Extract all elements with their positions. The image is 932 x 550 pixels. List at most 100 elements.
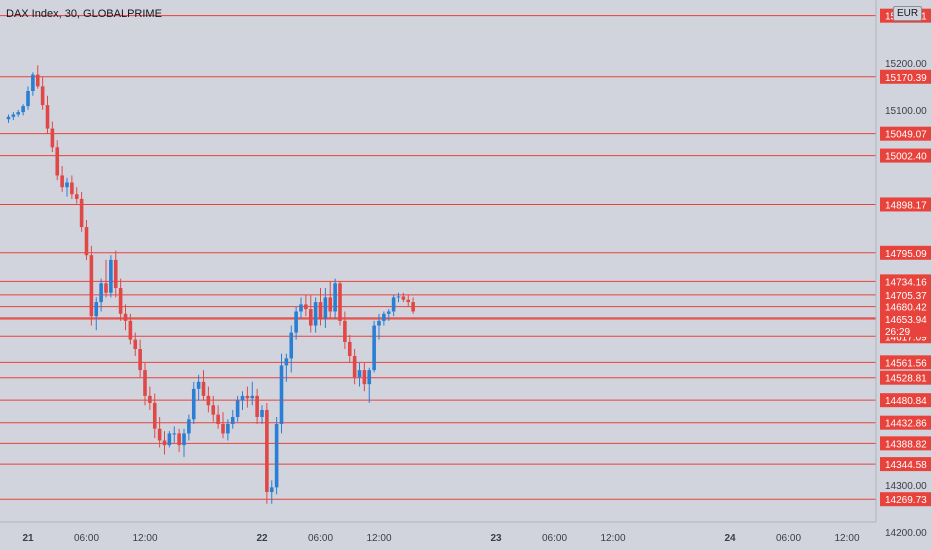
candle-body xyxy=(89,255,94,317)
candle-body xyxy=(45,105,50,129)
time-axis[interactable]: 21 06:00 12:00 22 06:00 12:00 23 06:00 12:00 24 06… xyxy=(0,0,877,544)
time-tick-label: 12:00 xyxy=(132,533,157,544)
candle-body xyxy=(396,296,401,298)
candle-body xyxy=(226,424,230,434)
candle-body xyxy=(182,433,186,446)
candle-body xyxy=(240,395,245,401)
time-tick-label: 12:00 xyxy=(366,533,391,544)
level-label-bg xyxy=(880,355,931,370)
level-label-bg xyxy=(880,312,931,327)
countdown-label: 26:29 xyxy=(885,327,910,338)
candle-body xyxy=(196,381,201,389)
chart-title: DAX Index, 30, GLOBALPRIME xyxy=(6,8,162,20)
candle-body xyxy=(401,296,406,300)
level-label-bg xyxy=(880,69,931,84)
candle-body xyxy=(172,433,177,435)
candle-body xyxy=(11,114,16,117)
level-label: 14734.16 xyxy=(885,277,927,288)
candle-body xyxy=(21,106,25,113)
candle-series xyxy=(6,65,415,504)
candle-body xyxy=(323,297,328,319)
candle-body xyxy=(206,395,211,406)
candle-body xyxy=(357,370,362,378)
candle-body xyxy=(318,302,323,319)
candle-body xyxy=(313,302,318,326)
candle-body xyxy=(35,74,40,87)
level-label: 14705.37 xyxy=(885,291,927,302)
candle-body xyxy=(138,348,142,371)
candle-body xyxy=(338,283,342,321)
level-label: 14480.84 xyxy=(885,396,927,407)
level-label: 14898.17 xyxy=(885,200,927,211)
candle-body xyxy=(235,400,240,417)
candle-body xyxy=(386,311,391,314)
price-axis[interactable]: 15300.0015200.0015100.0014300.0014200.00… xyxy=(880,8,931,539)
candle-body xyxy=(31,74,35,92)
level-label: 14269.73 xyxy=(885,495,927,506)
level-label: 14795.09 xyxy=(885,249,927,260)
candle-body xyxy=(191,388,196,420)
candle-body xyxy=(304,304,308,310)
candle-body xyxy=(6,116,11,120)
candle-body xyxy=(230,416,235,425)
candle-body xyxy=(118,288,123,314)
candle-body xyxy=(133,339,138,349)
time-tick-label: 12:00 xyxy=(600,533,625,544)
time-tick-label: 12:00 xyxy=(834,533,859,544)
level-label-bg xyxy=(880,148,931,163)
level-label-bg xyxy=(880,245,931,260)
candle-body xyxy=(162,440,167,446)
level-label: 14680.42 xyxy=(885,303,927,314)
level-label: 14653.94 xyxy=(885,315,927,326)
currency-selector[interactable]: EUR xyxy=(893,6,923,21)
candle-body xyxy=(55,147,60,176)
time-tick-label: 06:00 xyxy=(308,533,333,544)
candle-body xyxy=(221,424,225,434)
candle-body xyxy=(352,356,357,378)
level-label-bg xyxy=(880,492,931,507)
candle-body xyxy=(99,283,103,303)
level-label-bg xyxy=(880,393,931,408)
time-tick-label: 22 xyxy=(256,533,268,544)
candle-body xyxy=(94,302,99,317)
candle-body xyxy=(123,313,128,321)
candle-body xyxy=(284,358,289,366)
time-tick-label: 23 xyxy=(490,533,502,544)
candle-body xyxy=(113,259,118,289)
candle-body xyxy=(308,309,313,326)
candle-body xyxy=(255,395,259,417)
candle-body xyxy=(274,424,279,488)
level-label-bg xyxy=(880,457,931,472)
level-label: 14432.86 xyxy=(885,419,927,430)
level-label: 14388.82 xyxy=(885,439,927,450)
level-label-bg xyxy=(880,370,931,385)
candle-body xyxy=(260,409,264,417)
price-tick-label: 14300.00 xyxy=(885,481,927,492)
candle-body xyxy=(109,259,113,293)
candle-body xyxy=(40,86,45,106)
countdown-bg xyxy=(880,324,931,337)
candle-body xyxy=(65,182,69,188)
candle-body xyxy=(157,428,162,441)
horizontal-levels xyxy=(0,15,876,500)
candle-body xyxy=(128,320,133,340)
candle-body xyxy=(152,402,157,429)
price-tick-label: 15100.00 xyxy=(885,106,927,117)
candle-body xyxy=(299,304,303,312)
candle-body xyxy=(104,283,108,293)
candle-body xyxy=(411,302,415,312)
candle-body xyxy=(26,91,30,107)
candle-body xyxy=(177,433,181,446)
level-label-bg xyxy=(880,299,931,314)
level-label: 15170.39 xyxy=(885,73,927,84)
candle-body xyxy=(362,370,367,385)
candle-body xyxy=(333,283,337,312)
candle-body xyxy=(245,395,250,399)
candle-body xyxy=(211,405,216,415)
candle-body xyxy=(377,320,381,326)
candle-body xyxy=(382,313,386,321)
candle-body xyxy=(343,320,347,342)
level-label-bg xyxy=(880,197,931,212)
